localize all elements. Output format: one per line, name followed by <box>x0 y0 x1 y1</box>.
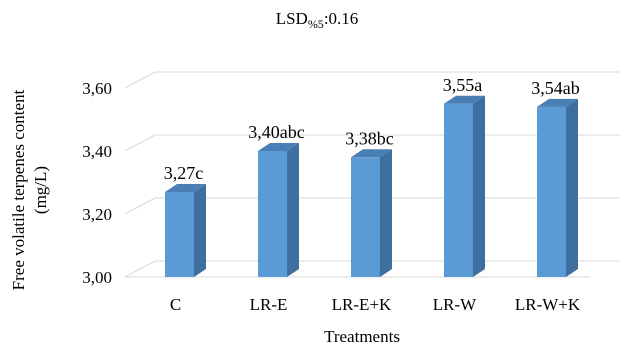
title-value: :0.16 <box>324 9 358 28</box>
x-tick-label: LR-W <box>433 295 477 314</box>
bar-front <box>165 191 194 277</box>
y-tick-label: 3,40 <box>82 142 112 161</box>
bar-top <box>258 143 299 151</box>
y-axis-title-line1: Free volatile terpenes content <box>9 89 28 290</box>
y-tick-label: 3,00 <box>82 268 112 287</box>
x-tick-label: C <box>170 295 181 314</box>
x-tick-label: LR-W+K <box>515 295 581 314</box>
bar-side <box>473 95 485 277</box>
data-label: 3,27c <box>164 163 204 183</box>
x-tick-label: LR-E <box>250 295 288 314</box>
bar-top <box>165 183 206 192</box>
x-tick-label: LR-E+K <box>332 295 392 314</box>
chart-title: LSD%5:0.16 <box>276 9 359 31</box>
bar-front <box>351 157 380 277</box>
bar-front <box>258 151 287 277</box>
y-tick-label: 3,20 <box>82 205 112 224</box>
data-label: 3,38bc <box>345 128 394 148</box>
bar-top <box>351 149 392 158</box>
y-tick-label: 3,60 <box>82 79 112 98</box>
title-main: LSD <box>276 9 308 28</box>
data-label: 3,55a <box>443 75 483 95</box>
data-label: 3,40abc <box>248 122 304 142</box>
bar-front <box>537 106 566 278</box>
bar-top <box>444 95 485 104</box>
gridline-side <box>124 197 156 215</box>
y-axis-title-line2: (mg/L) <box>31 166 50 214</box>
bar-side <box>566 98 578 278</box>
bar-top <box>537 98 578 107</box>
bar-side <box>380 149 392 277</box>
bar-side <box>287 143 299 277</box>
data-label: 3,54ab <box>531 78 580 98</box>
x-axis-title: Treatments <box>324 327 400 346</box>
title-subscript: %5 <box>308 17 324 31</box>
gridline-side <box>124 134 156 152</box>
gridline-side <box>124 260 156 278</box>
y-axis-title: Free volatile terpenes content (mg/L) <box>9 89 50 290</box>
bar-front <box>444 103 473 277</box>
gridline-side <box>124 71 156 89</box>
bar-side <box>194 183 206 277</box>
